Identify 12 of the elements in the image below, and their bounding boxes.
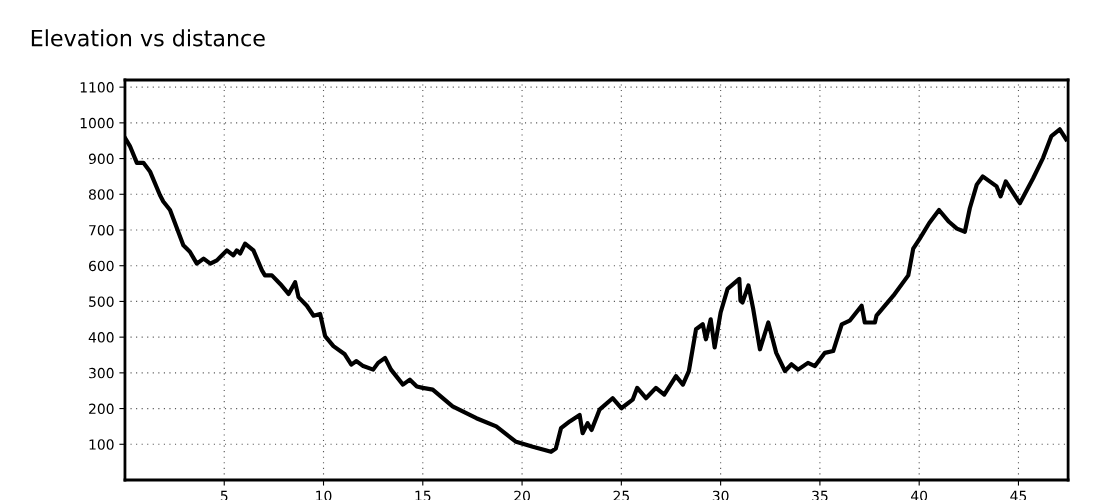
y-tick-label: 400 xyxy=(88,332,114,343)
y-tick-label: 900 xyxy=(88,153,114,165)
chart-title: Elevation vs distance xyxy=(31,29,265,47)
y-tick-label: 100 xyxy=(89,439,114,450)
y-tick-label: 200 xyxy=(89,403,114,415)
y-tick-label: 800 xyxy=(88,189,114,200)
y-tick-label: 300 xyxy=(89,367,114,379)
y-tick-label: 500 xyxy=(89,296,114,307)
y-tick-label: 1100 xyxy=(80,82,114,93)
y-tick-label: 600 xyxy=(89,260,114,272)
y-tick-label: 700 xyxy=(89,224,114,236)
y-tick-label: 1000 xyxy=(80,117,114,129)
